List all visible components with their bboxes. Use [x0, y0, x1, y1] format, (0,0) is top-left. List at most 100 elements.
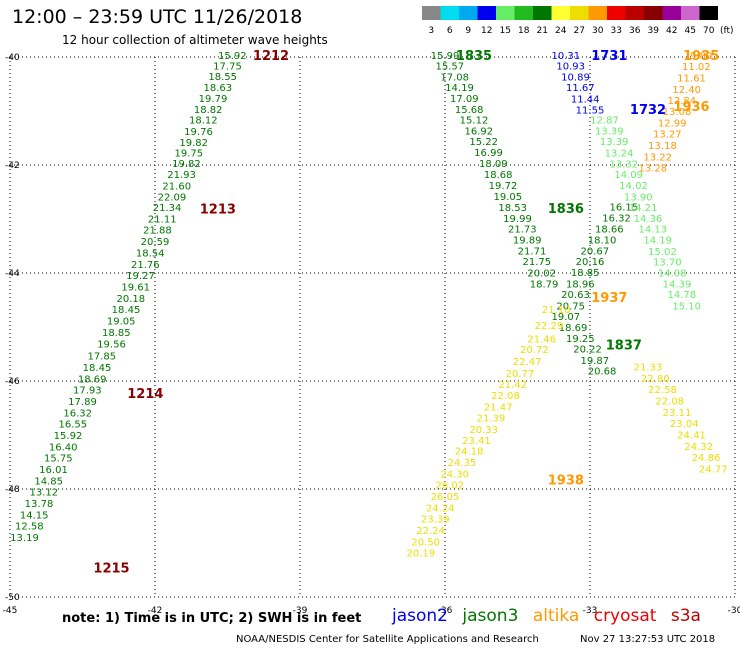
swh-value-label: 19.82 [179, 138, 208, 149]
swh-value-label: 20.68 [588, 367, 617, 378]
swh-value-label: 18.79 [530, 279, 559, 290]
colorbar-label: 15 [500, 26, 511, 36]
swh-value-label: 15.92 [218, 51, 247, 62]
colorbar-unit: (ft) [720, 26, 734, 36]
swh-value-label: 15.02 [648, 247, 677, 258]
swh-value-label: 13.90 [624, 192, 653, 203]
swh-value-label: 20.63 [561, 290, 590, 301]
swh-value-label: 11.02 [682, 62, 711, 73]
swh-value-label: 18.85 [571, 268, 600, 279]
colorbar-label: 12 [481, 26, 492, 36]
swh-value-label: 10.89 [561, 72, 590, 83]
swh-value-label: 11.55 [576, 105, 605, 116]
swh-value-label: 14.19 [445, 83, 474, 94]
swh-value-label: 13.08 [663, 107, 692, 118]
swh-value-label: 19.61 [121, 283, 150, 294]
swh-value-label: 26.05 [431, 492, 460, 503]
colorbar-swatch [699, 6, 718, 20]
swh-value-label: 17.89 [68, 397, 97, 408]
swh-value-label: 12.58 [15, 522, 44, 533]
swh-value-label: 20.67 [581, 246, 610, 257]
pass-time-label: 1836 [548, 202, 584, 217]
swh-value-label: 13.24 [605, 149, 634, 160]
swh-value-label: 21.71 [518, 246, 547, 257]
swh-value-label: 15.92 [54, 431, 83, 442]
swh-value-label: 16.15 [610, 203, 639, 214]
swh-value-label: 14.13 [639, 225, 668, 236]
swh-value-label: 13.27 [653, 130, 682, 141]
swh-value-label: 16.99 [474, 148, 503, 159]
credit-footer: NOAA/NESDIS Center for Satellite Applica… [236, 634, 539, 645]
colorbar-swatch [422, 6, 441, 20]
x-tick-label: -45 [3, 606, 18, 616]
colorbar-swatch [533, 6, 552, 20]
pass-time-label: 1935 [683, 49, 719, 64]
swh-value-label: 18.09 [479, 159, 508, 170]
swh-value-label: 14.09 [614, 170, 643, 181]
swh-value-label: 14.36 [634, 214, 663, 225]
swh-value-label: 18.10 [588, 236, 617, 247]
swh-value-label: 24.41 [677, 430, 706, 441]
swh-value-label: 23.39 [421, 515, 450, 526]
swh-value-label: 24.32 [684, 442, 713, 453]
pass-time-label: 1938 [548, 473, 584, 488]
swh-value-label: 13.32 [610, 159, 639, 170]
colorbar-swatch [551, 6, 570, 20]
swh-value-label: 23.11 [663, 408, 692, 419]
swh-value-label: 22.47 [513, 357, 542, 368]
swh-value-label: 15.12 [460, 116, 489, 127]
chart-title: 12:00 – 23:59 UTC 11/26/2018 [12, 6, 303, 28]
swh-value-label: 14.85 [34, 476, 63, 487]
swh-value-label: 18.45 [112, 305, 141, 316]
swh-value-label: 18.45 [83, 363, 112, 374]
swh-value-label: 13.39 [600, 137, 629, 148]
swh-value-label: 24.77 [699, 464, 728, 475]
colorbar-label: 39 [648, 26, 660, 36]
colorbar-label: 6 [447, 26, 453, 36]
chart-subtitle: 12 hour collection of altimeter wave hei… [62, 33, 328, 47]
swh-value-label: 20.72 [520, 345, 549, 356]
swh-value-label: 21.76 [131, 260, 160, 271]
colorbar-swatch [607, 6, 626, 20]
legend-cryosat: cryosat [593, 606, 657, 626]
colorbar-label: 24 [555, 26, 567, 36]
colorbar-swatch [625, 6, 644, 20]
swh-value-label: 19.75 [175, 149, 204, 160]
swh-value-label: 14.21 [629, 203, 658, 214]
swh-value-label: 13.12 [30, 488, 59, 499]
swh-value-label: 21.88 [143, 225, 172, 236]
pass-time-label: 1837 [606, 338, 642, 353]
swh-value-label: 21.93 [167, 170, 196, 181]
swh-value-label: 18.69 [559, 323, 588, 334]
swh-value-label: 16.32 [602, 213, 631, 224]
swh-value-label: 15.75 [44, 454, 73, 465]
swh-value-label: 14.02 [619, 181, 648, 192]
swh-value-label: 19.79 [199, 94, 228, 105]
colorbar-label: 18 [518, 26, 530, 36]
swh-value-label: 20.18 [117, 294, 146, 305]
swh-value-label: 24.24 [426, 503, 455, 514]
swh-value-label: 18.55 [208, 72, 237, 83]
swh-value-label: 21.39 [477, 414, 506, 425]
pass-time-label: 1212 [253, 49, 289, 64]
swh-value-label: 16.32 [63, 408, 92, 419]
swh-value-label: 11.44 [571, 95, 600, 106]
swh-value-label: 14.39 [663, 279, 692, 290]
colorbar-swatch [477, 6, 496, 20]
swh-value-label: 15.10 [672, 301, 701, 312]
colorbar-swatch [644, 6, 663, 20]
swh-value-label: 19.99 [503, 214, 532, 225]
satellite-legend: jason2 jason3 altika cryosat s3a [392, 606, 710, 626]
pass-time-label: 1731 [591, 49, 627, 64]
swh-value-label: 12.40 [672, 85, 701, 96]
swh-value-label: 19.76 [184, 127, 213, 138]
swh-value-label: 19.72 [489, 181, 518, 192]
y-tick-label: -50 [5, 593, 20, 603]
colorbar-swatch [440, 6, 459, 20]
swh-value-label: 13.22 [643, 152, 672, 163]
y-tick-label: -42 [5, 161, 20, 171]
swh-value-label: 14.78 [668, 290, 697, 301]
swh-value-label: 20.16 [576, 257, 605, 268]
swh-value-label: 19.89 [513, 236, 542, 247]
swh-value-label: 20.59 [141, 237, 170, 248]
